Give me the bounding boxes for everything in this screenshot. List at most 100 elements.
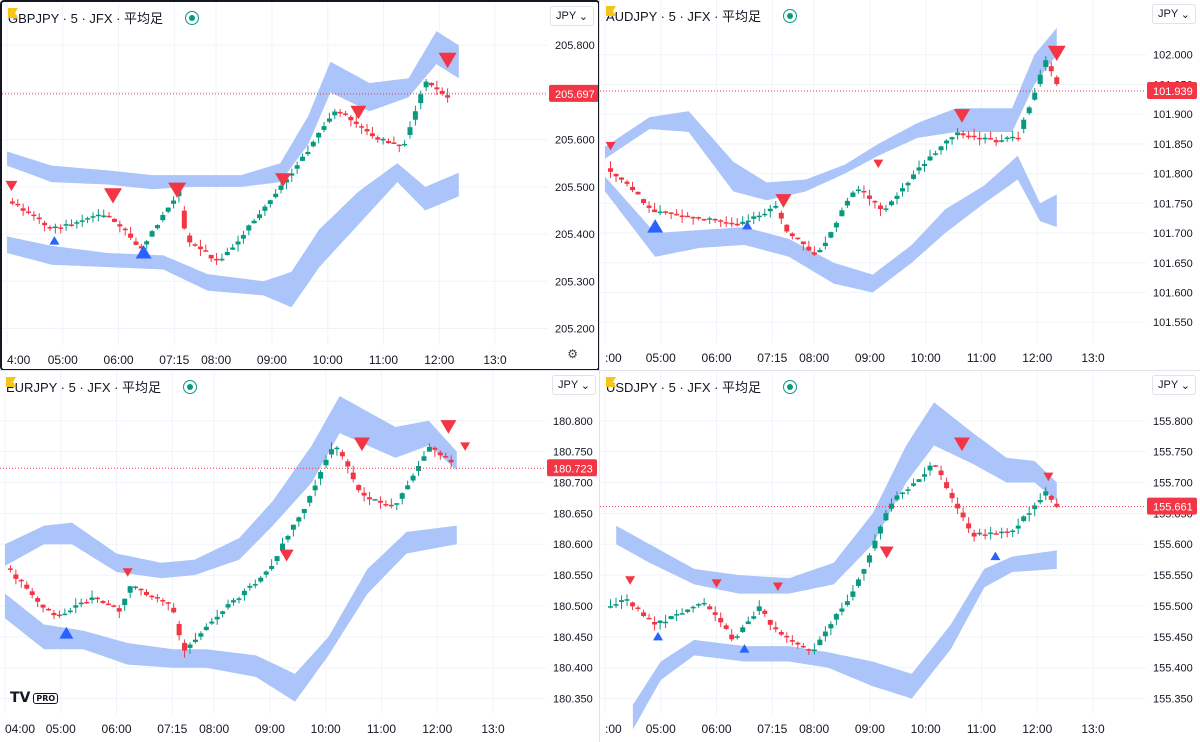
candle-body [236,598,242,600]
flag-icon[interactable] [8,8,179,23]
candle-body [111,218,117,222]
candle-body [734,636,740,638]
x-tick-label: :00 [605,351,622,365]
candle-body [999,531,1005,534]
candle [236,596,242,604]
candle-body [1043,491,1049,496]
candle [729,217,735,228]
candle-body [7,568,13,570]
x-tick-label: 08:00 [199,722,229,736]
candle-body [784,635,790,638]
candle [79,214,85,227]
live-status-icon [783,379,798,394]
symbol-legend[interactable]: USDJPY · 5 · JFX · 平均足 [606,377,798,396]
candle [7,565,13,573]
candle [745,214,751,224]
currency-selector[interactable]: JPY ⌄ [1152,375,1196,395]
candle [149,229,155,237]
candle-body [944,482,950,489]
candle [806,240,812,252]
candle-body [359,126,365,128]
x-tick-label: 4:00 [7,353,31,367]
candle-body [154,225,160,229]
candle [800,241,806,251]
last-price-tag [547,459,597,477]
symbol-legend[interactable]: GBPJPY · 5 · JFX · 平均足 [8,8,200,27]
candle [668,615,674,620]
chart-panel-gbpjpy[interactable]: 205.800205.700205.600205.500205.400205.3… [0,0,600,371]
settings-icon[interactable]: ⚙ [567,347,578,361]
candle-body [203,250,209,252]
chart-panel-audjpy[interactable]: 102.000101.950101.900101.850101.800101.7… [600,0,1200,371]
chart-canvas[interactable]: 102.000101.950101.900101.850101.800101.7… [600,0,1200,371]
candle-body [372,499,378,501]
y-tick-label: 102.000 [1153,50,1193,62]
candle-body [269,565,275,569]
candle-body [421,456,427,461]
candle-body [305,151,311,155]
candle [219,253,225,262]
candle-body [345,461,351,467]
candle [657,205,663,216]
x-tick-label: 12:00 [424,353,454,367]
chart-canvas[interactable]: 180.800 180.750 180.700 180.650 180.600 180.5… [0,371,600,742]
candle [745,616,751,625]
sell-signal-marker [873,159,884,169]
candle [29,588,35,599]
candle-body [312,485,318,491]
candle [372,499,378,501]
candle [339,449,345,460]
candle-body [20,208,26,211]
chart-canvas[interactable]: 205.800205.700205.600205.500205.400205.3… [2,2,600,371]
flag-icon[interactable] [6,377,177,392]
candle [13,569,19,585]
candle-body [257,214,263,219]
logo-tier: PRO [33,692,59,704]
candle [257,209,263,221]
x-tick-label: 05:00 [48,353,78,367]
candle [1043,56,1049,71]
candle [652,616,658,631]
candle-body [160,600,166,602]
flag-icon[interactable] [606,377,777,392]
candle-body [767,208,773,212]
candle [154,593,160,603]
candle [181,206,187,230]
candle [839,602,845,616]
candle-body [877,205,883,210]
candle-body [235,241,241,245]
buy-signal-marker [742,220,753,230]
candle [723,623,729,630]
sell-signal-marker [711,579,722,588]
candle [1015,131,1021,142]
symbol-legend[interactable]: EURJPY · 5 · JFX · 平均足 [6,377,198,396]
candle-body [407,127,413,135]
candle-body [685,215,691,218]
live-status-icon [185,10,200,25]
last-price-tag [549,84,598,102]
chart-panel-eurjpy[interactable]: 180.800 180.750 180.700 180.650 180.600 180.5… [0,371,600,742]
chart-canvas[interactable]: 155.800155.750155.700155.650155.600155.5… [600,371,1200,742]
currency-selector[interactable]: JPY ⌄ [1152,4,1196,24]
panel-divider-horizontal[interactable] [0,370,1200,371]
panel-divider-vertical[interactable] [599,0,600,742]
candle-body [624,599,630,601]
flag-icon[interactable] [606,6,777,21]
candle [73,598,79,614]
chart-panel-usdjpy[interactable]: 155.800155.750155.700155.650155.600155.5… [600,371,1200,742]
candle-body [405,485,411,490]
candle-body [1021,119,1027,129]
symbol-legend[interactable]: AUDJPY · 5 · JFX · 平均足 [606,6,798,25]
currency-selector[interactable]: JPY ⌄ [552,375,596,395]
candle-body [448,459,454,463]
currency-selector[interactable]: JPY ⌄ [550,6,594,26]
candle-body [402,143,408,146]
candle [993,530,999,535]
candle-body [729,634,735,640]
candle-body [316,132,322,138]
candle-body [833,614,839,620]
candle-body [101,215,107,217]
candle [434,80,440,95]
tradingview-logo[interactable]: TV PRO [10,690,59,706]
candle [977,131,983,146]
